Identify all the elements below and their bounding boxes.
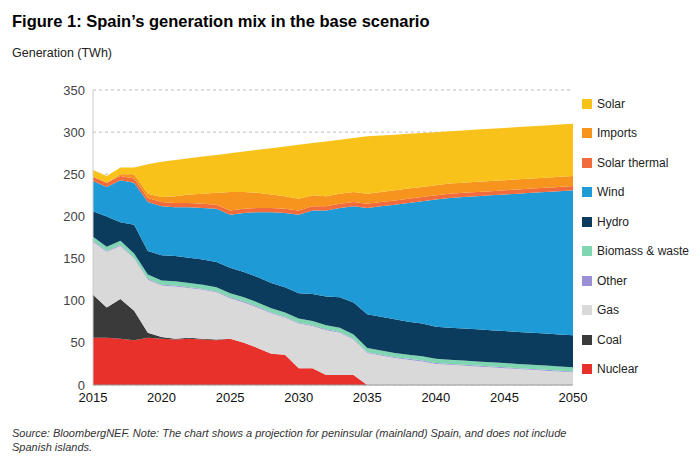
svg-text:2030: 2030 [284, 390, 313, 405]
html-text:Generation (TWh): Generation (TWh) [12, 46, 112, 60]
svg-text:150: 150 [63, 251, 85, 266]
svg-text:2050: 2050 [559, 390, 588, 405]
svg-text:300: 300 [63, 125, 85, 140]
html-text:Nuclear: Nuclear [597, 362, 639, 377]
html-text:Imports: Imports [597, 126, 637, 141]
html-text:Figure 1: Spain’s generation m: Figure 1: Spain’s generation mix in the … [12, 12, 430, 30]
svg-text:350: 350 [63, 83, 85, 98]
html-text:Solar: Solar [597, 96, 625, 111]
svg-text:2025: 2025 [216, 390, 245, 405]
svg-text:200: 200 [63, 209, 85, 224]
svg-text:250: 250 [63, 167, 85, 182]
svg-text:2035: 2035 [353, 390, 382, 405]
svg-text:100: 100 [63, 293, 85, 308]
svg-text:2045: 2045 [490, 390, 519, 405]
html-text:Hydro: Hydro [597, 214, 629, 229]
svg-text:2020: 2020 [147, 390, 176, 405]
html-text:Source: BloombergNEF. Note: Th: Source: BloombergNEF. Note: The chart sh… [12, 427, 567, 453]
svg-text:0: 0 [78, 378, 85, 393]
svg-text:2040: 2040 [421, 390, 450, 405]
svg-text:50: 50 [71, 335, 85, 350]
html-text:Biomass & waste: Biomass & waste [597, 244, 689, 259]
svg-text:2015: 2015 [78, 390, 108, 406]
html-text:Wind: Wind [597, 185, 625, 200]
html-text:Coal: Coal [597, 332, 622, 347]
html-text:Solar thermal: Solar thermal [597, 155, 669, 170]
html-text:Other: Other [597, 273, 627, 288]
html-text:Gas: Gas [597, 303, 619, 318]
